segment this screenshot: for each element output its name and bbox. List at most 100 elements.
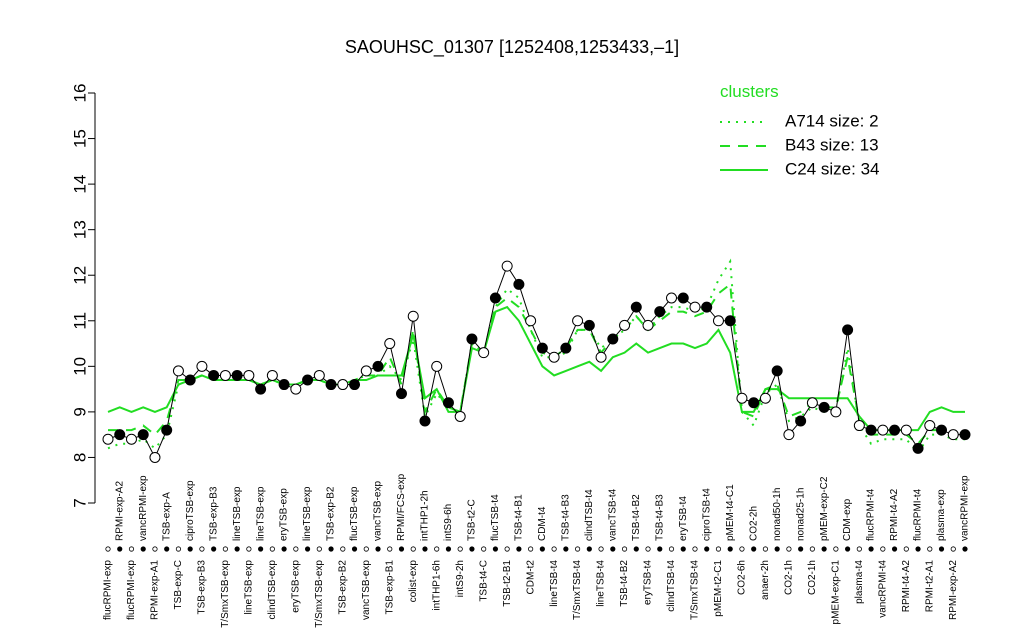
point [689,301,701,313]
x-tick-label: lineTSB-exp [302,486,313,541]
x-tick-label: lineTSB-t4 [596,560,607,607]
point [431,360,443,372]
point [454,410,466,422]
sample-dot [739,546,745,552]
sample-dot [469,546,475,552]
point [243,369,255,381]
x-tick-label: T/SmxTSB-t4 [572,560,583,620]
x-tick-label: intTHP1-2h [420,490,431,541]
sample-dot [704,546,710,552]
x-tick-label: TSB-t4-C [478,560,489,602]
y-tick-label: 13 [70,220,89,239]
sample-dot [809,546,815,552]
legend-label: B43 size: 13 [785,135,879,154]
sample-dot [258,546,264,552]
point [677,292,689,304]
point [795,415,807,427]
point [759,392,771,404]
x-tick-label: flucRPMI-t4 [866,488,877,541]
x-tick-label: CO2-1h [807,560,818,595]
x-tick-label: lineTSB-exp [255,486,266,541]
x-tick-label: ciproTSB-t4 [701,488,712,541]
sample-dot [504,546,510,552]
sample-dot [680,546,686,552]
x-tick-label: anaer-2h [760,560,771,600]
x-tick-label: plasma-t4 [854,560,865,604]
x-tick-label: RPMI-t2-A1 [924,560,935,613]
point [771,365,783,377]
x-tick-label: intS9-2h [455,560,466,597]
sample-dot [351,546,358,552]
cluster-line [107,258,965,455]
point [407,310,419,322]
sample-dot [668,546,675,552]
x-tick-label: CO2-2h [748,506,759,541]
point [924,420,936,432]
x-tick-label: colist-exp [408,560,419,603]
sample-dot [492,546,499,552]
sample-dot [152,546,158,552]
x-tick-label: TSB-exp-B3 [197,560,208,615]
x-tick-label: vancTSB-exp [373,481,384,541]
x-tick-label: TSB-t4-B3 [560,494,571,541]
x-tick-label: pMEM-t4-C1 [725,484,736,541]
sample-dot [293,546,299,552]
point [830,406,842,418]
point [102,433,114,445]
point [231,369,243,381]
sample-dot [516,546,522,552]
x-tick-label: TSB-exp-A [161,492,172,541]
sample-dot [727,546,733,552]
sample-dot [164,546,170,552]
point [278,379,290,391]
x-tick-label: flucRPMI-exp [103,560,114,620]
point [125,433,137,445]
sample-dot [539,546,545,552]
point [489,292,501,304]
point [149,451,161,463]
sample-dot [234,546,240,552]
sample-dot [938,546,945,552]
sample-dot [574,546,581,552]
point [219,369,231,381]
sample-dot [187,546,193,552]
point [724,315,736,327]
sample-dot [880,546,886,552]
sample-dot [551,546,557,552]
point [818,401,830,413]
x-tick-label: clindTSB-exp [267,560,278,620]
x-tick-label: TSB-t4-B1 [514,494,525,541]
expression-line [107,264,965,459]
point [114,429,126,441]
sample-dot [117,546,123,552]
x-tick-label: TSB-t4-B3 [654,494,665,541]
point [701,301,713,313]
sample-dot [316,546,322,552]
x-tick-label: lineTSB-exp [232,486,243,541]
point [654,306,666,318]
point [419,415,431,427]
x-tick-label: pMEM-exp-C2 [819,476,830,541]
sample-dot [328,546,334,552]
point [384,338,396,350]
x-tick-label: eryTSB-t4 [643,560,654,605]
point [865,424,877,436]
sample-dot [363,546,369,552]
point [712,315,724,327]
point [395,388,407,400]
sample-dot [105,546,111,552]
sample-dot [845,546,851,552]
point [877,424,889,436]
x-tick-label: eryTSB-exp [279,488,290,541]
sample-dot [410,546,416,552]
x-tick-label: intTHP1-6h [431,560,442,611]
x-tick-label: TSB-exp-C [173,560,184,609]
x-tick-label: TSB-t4-B2 [631,494,642,541]
sample-dot [211,546,217,552]
x-tick-label: ciproTSB-exp [185,480,196,541]
y-tick-label: 7 [70,498,89,507]
sample-dot [586,546,592,552]
point [736,392,748,404]
